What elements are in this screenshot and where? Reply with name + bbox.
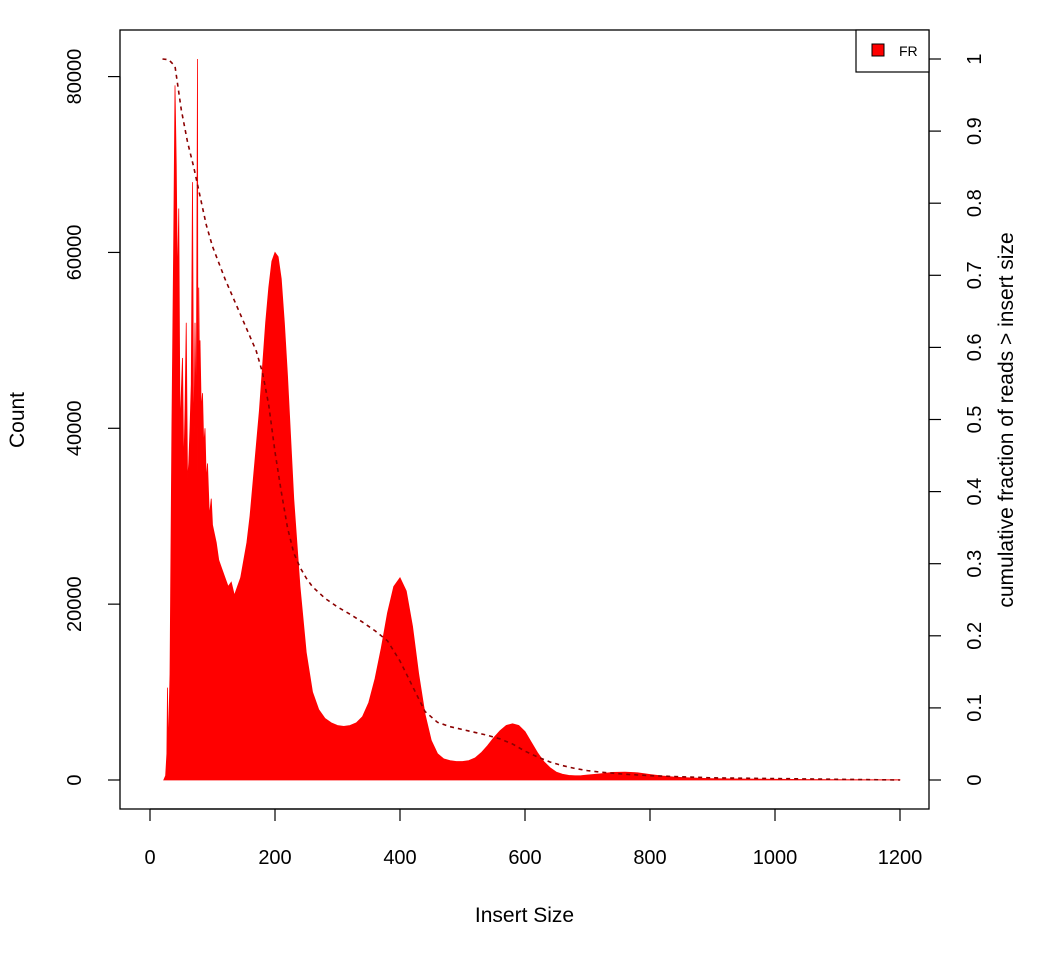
x-tick-label: 200 xyxy=(258,847,291,869)
legend-label-fr: FR xyxy=(899,43,918,59)
x-tick-label: 400 xyxy=(383,847,416,869)
y-tick-label: 20000 xyxy=(64,576,86,632)
x-tick-label: 800 xyxy=(633,847,666,869)
histogram-layer xyxy=(163,58,901,781)
x-tick-label: 1000 xyxy=(753,847,798,869)
y-axis-right: 0 0.1 0.2 0.3 0.4 0.5 0.6 0.7 0.8 0.9 1 xyxy=(928,53,986,786)
legend-box xyxy=(855,29,930,73)
y2-tick-label: 0.1 xyxy=(964,694,986,722)
legend-swatch xyxy=(871,43,885,57)
y2-tick-label: 0.2 xyxy=(964,622,986,650)
y2-tick-label: 0.9 xyxy=(964,117,986,145)
y2-axis-title: cumulative fraction of reads > insert si… xyxy=(995,232,1018,607)
y2-tick-label: 0.7 xyxy=(964,261,986,289)
y-axis-title: Count xyxy=(6,392,29,448)
legend: FR xyxy=(855,29,930,73)
y2-tick-label: 0.3 xyxy=(964,550,986,578)
y-axis-left: 0 20000 40000 60000 80000 xyxy=(64,49,121,786)
x-tick-label: 600 xyxy=(508,847,541,869)
cumulative-fraction-line xyxy=(162,58,901,781)
y-tick-label: 80000 xyxy=(64,49,86,105)
x-axis-title: Insert Size xyxy=(475,904,574,927)
y2-tick-label: 0.5 xyxy=(964,406,986,434)
histogram-area-fr xyxy=(163,58,901,781)
y-tick-label: 40000 xyxy=(64,400,86,456)
x-axis: 0 200 400 600 800 1000 1200 xyxy=(144,808,923,869)
y2-tick-label: 0 xyxy=(964,774,986,785)
y2-tick-label: 0.8 xyxy=(964,189,986,217)
y-tick-label: 60000 xyxy=(64,225,86,281)
y2-tick-label: 0.4 xyxy=(964,478,986,506)
x-tick-label: 1200 xyxy=(878,847,923,869)
y2-tick-label: 1 xyxy=(964,53,986,64)
y2-tick-label: 0.6 xyxy=(964,333,986,361)
x-tick-label: 0 xyxy=(144,847,155,869)
cumulative-line-layer xyxy=(162,58,901,781)
y-tick-label: 0 xyxy=(64,774,86,785)
